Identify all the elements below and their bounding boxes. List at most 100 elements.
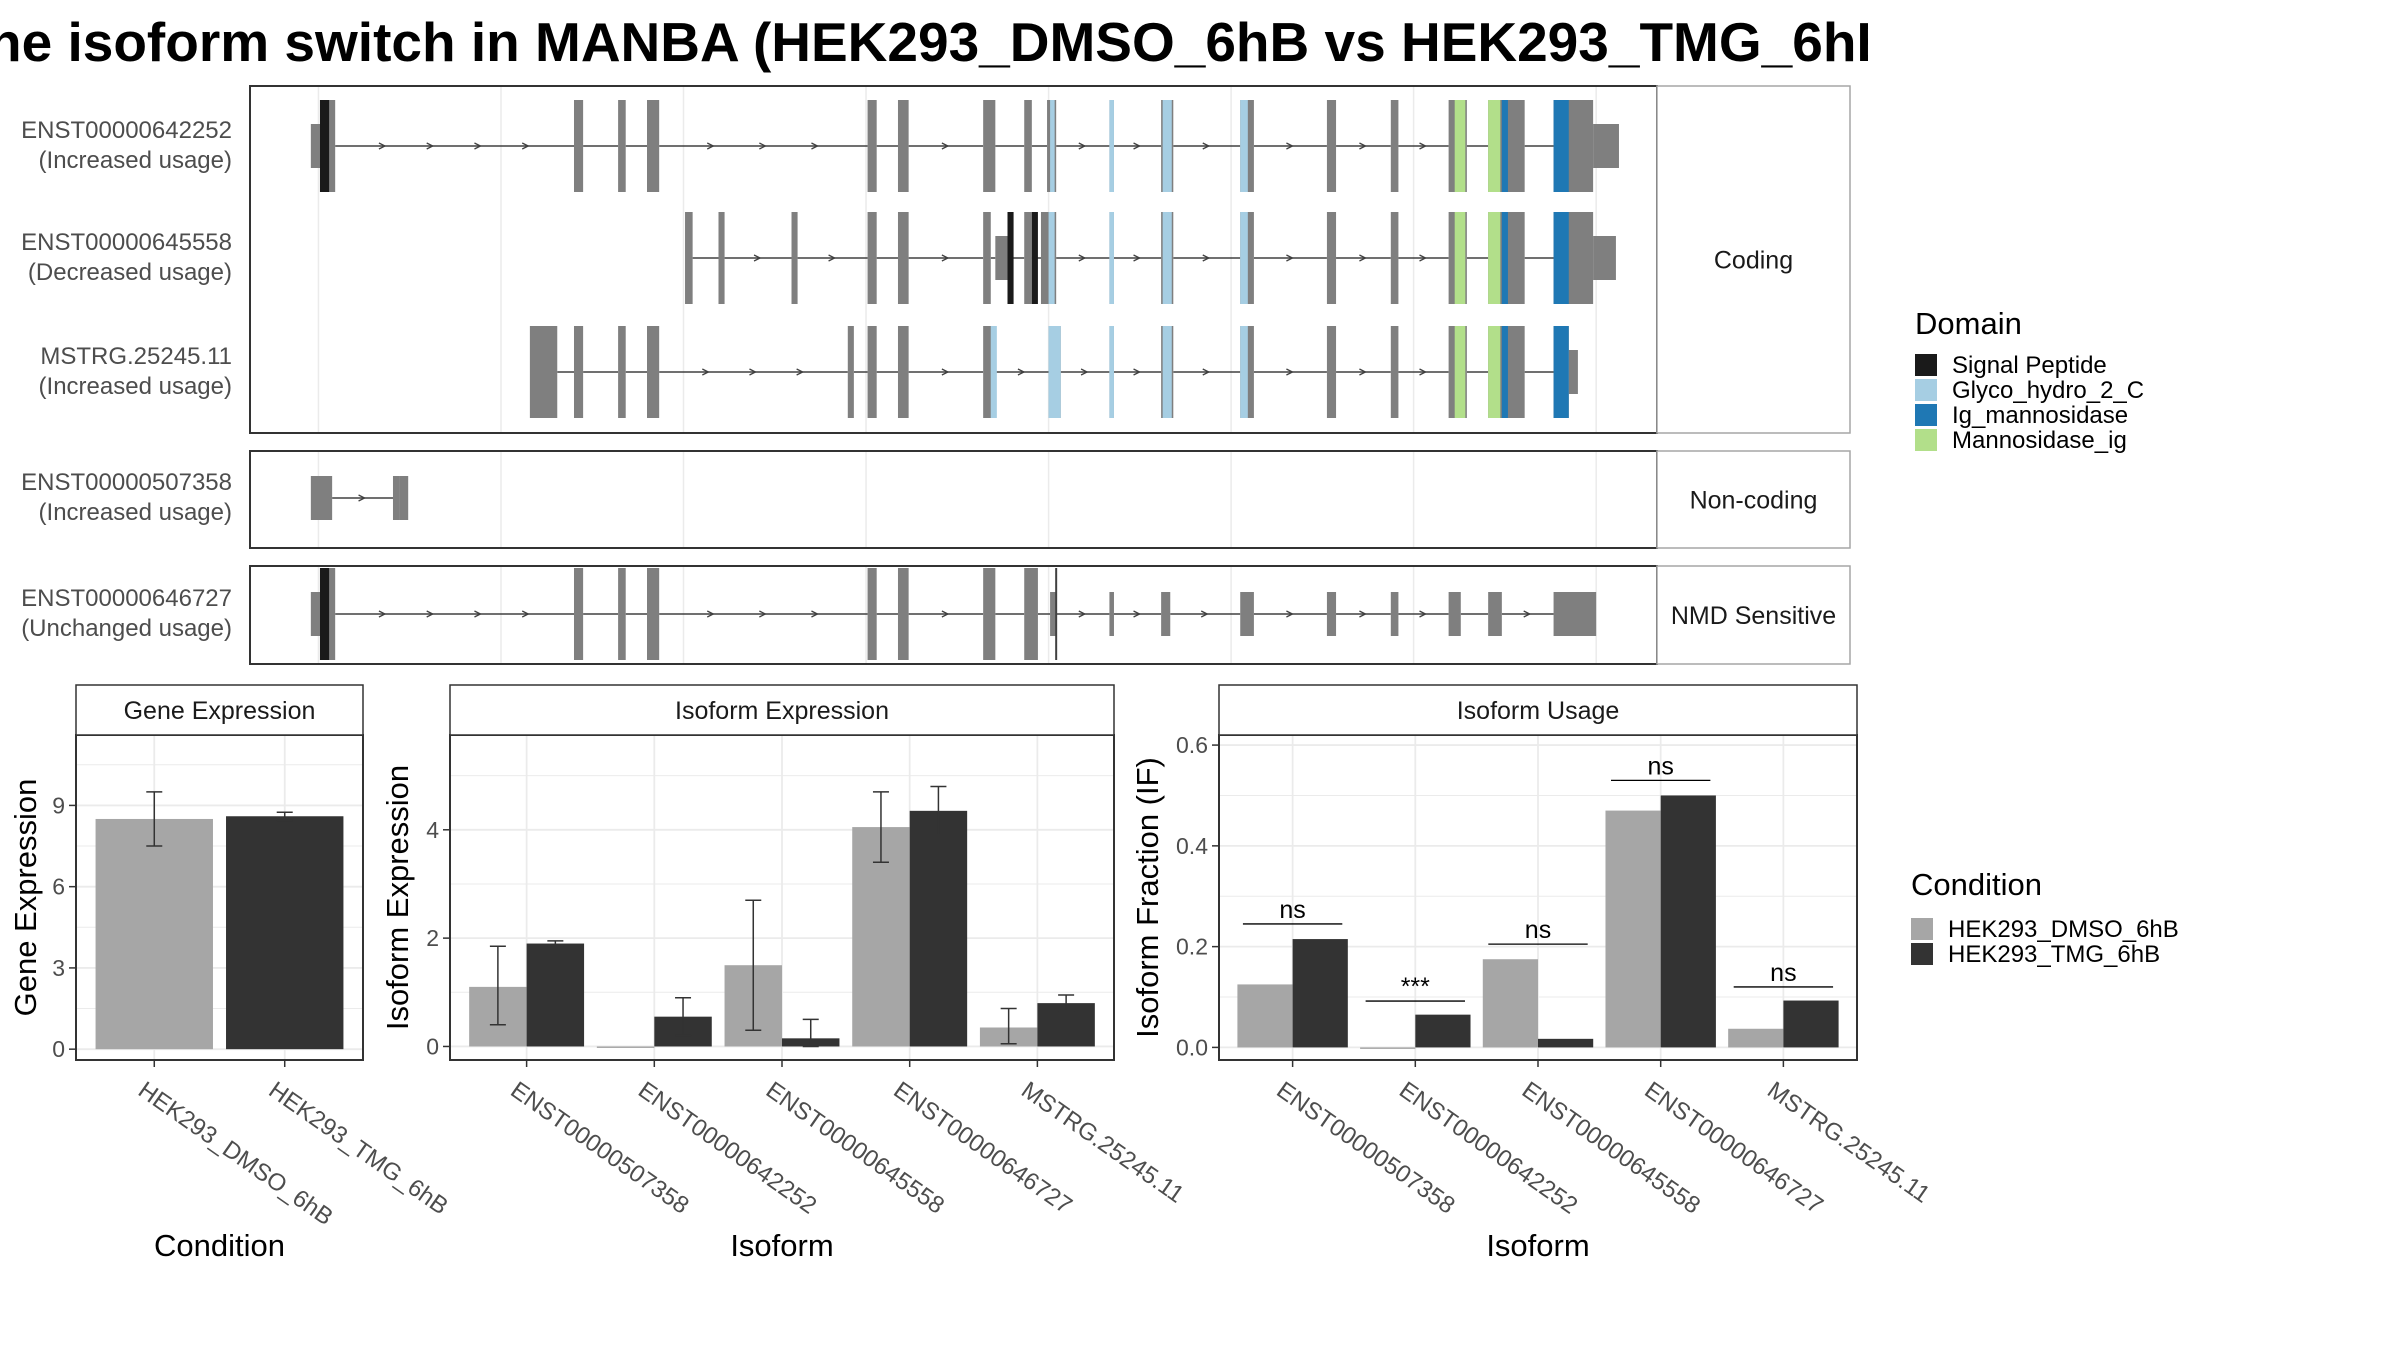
panel-strip [75,684,364,736]
utr-block [310,592,320,636]
facet-nmd-sensitive [249,565,1851,665]
exon-block [897,212,909,304]
utr-block [1050,592,1057,636]
facet-strip-label: NMD Sensitive [1671,602,1836,630]
exon-block [897,100,909,192]
domain-signal peptide [1007,212,1014,304]
domain-glyco_hydro_2_c [1162,212,1172,304]
domain-glyco_hydro_2_c [1162,326,1172,418]
strand-arrow [941,610,950,618]
facet-strip-label: Coding [1714,247,1793,275]
domain-mannosidase_ig [1454,212,1466,304]
domain-ig_mannosidase [1553,212,1569,304]
facet-panel-bg [250,451,1657,548]
exon-block [1024,212,1032,304]
exon-block [1024,568,1038,660]
y-axis-title: Isoform Fraction (IF) [1130,757,1165,1038]
strand-arrow [1359,142,1367,150]
domain-mannosidase_ig [1454,100,1466,192]
transcript-ENST00000646727 [310,568,1597,660]
transcript-label: ENST00000646727 [21,585,232,612]
strand-arrow [749,368,757,376]
legend-key [1911,918,1933,940]
legend-label: Ig_mannosidase [1952,402,2128,429]
panel-strip-title: Isoform Expression [675,697,889,725]
facet-strip [1656,565,1851,665]
strand-arrow [1078,254,1087,262]
strand-arrow [426,610,435,618]
strand-arrow [1133,610,1142,618]
panel-strip [1218,684,1858,736]
bar-panel-isoform-expression: Isoform Expression024ENST00000507358ENST… [380,684,1189,1263]
panel-strip-title: Isoform Usage [1457,697,1620,725]
x-axis-title: Isoform [730,1228,833,1263]
error-bar [276,811,293,822]
y-tick-label: 2 [426,925,439,951]
exon-block [573,326,584,418]
domain-ig_mannosidase [1553,326,1569,418]
strand-arrow [1286,610,1294,618]
utr-block [1553,592,1597,636]
utr-block [1390,592,1399,636]
bar [852,827,910,1047]
utr-block [1593,236,1616,280]
significance-label: *** [1401,973,1430,1001]
x-axis-title: Condition [154,1228,285,1263]
exon-block [867,100,877,192]
strand-arrow [1359,610,1367,618]
legend-label: HEK293_TMG_6hB [1948,941,2160,968]
significance-label: ns [1647,752,1673,780]
error-bar [930,785,947,836]
utr-block [1593,124,1619,168]
utr-block [1161,592,1171,636]
exon-block [573,100,584,192]
utr-block [392,476,400,520]
exon-block [529,326,558,418]
transcript-ENST00000507358 [310,476,409,520]
domain-glyco_hydro_2_c [1109,212,1114,304]
strand-arrow [796,368,805,376]
strand-arrow [1078,142,1087,150]
strand-arrow [1133,368,1142,376]
strand-arrow [759,142,767,150]
exon-block [718,212,725,304]
domain-ig_mannosidase [1501,212,1508,304]
domain-glyco_hydro_2_c [1109,326,1114,418]
exon-block [867,326,877,418]
error-bar [675,996,692,1037]
utr-block [310,124,320,168]
strand-arrow [1523,610,1532,618]
domain-mannosidase_ig [1488,212,1501,304]
utr-block [1448,592,1461,636]
facet-strip [1656,450,1851,549]
domain-glyco_hydro_2_c [990,326,997,418]
exon-block [618,326,626,418]
legend-key [1915,404,1937,426]
bar [1415,1014,1471,1048]
bar [1237,984,1293,1048]
exon-block [647,100,660,192]
exon-block [1390,100,1399,192]
significance-label: ns [1525,916,1551,944]
bar [526,943,585,1047]
strand-arrow [941,254,950,262]
error-bar [745,899,762,1031]
domain-mannosidase_ig [1454,326,1466,418]
transcript-label: MSTRG.25245.11 [40,343,232,370]
strand-arrow [1202,368,1211,376]
strand-arrow [378,142,387,150]
strand-arrow [1202,142,1211,150]
transcript-ENST00000642252 [310,100,1619,192]
utr-block [1488,592,1502,636]
exon-block [791,212,798,304]
exon-block [573,568,584,660]
transcript-usage-label: (Decreased usage) [28,259,232,286]
error-bar [1000,1007,1017,1045]
strand-arrow [1286,142,1294,150]
strand-arrow [1200,610,1209,618]
y-axis-title: Gene Expression [8,779,43,1017]
strand-arrow [702,368,710,376]
exon-block [1390,326,1399,418]
exon-block [685,212,693,304]
